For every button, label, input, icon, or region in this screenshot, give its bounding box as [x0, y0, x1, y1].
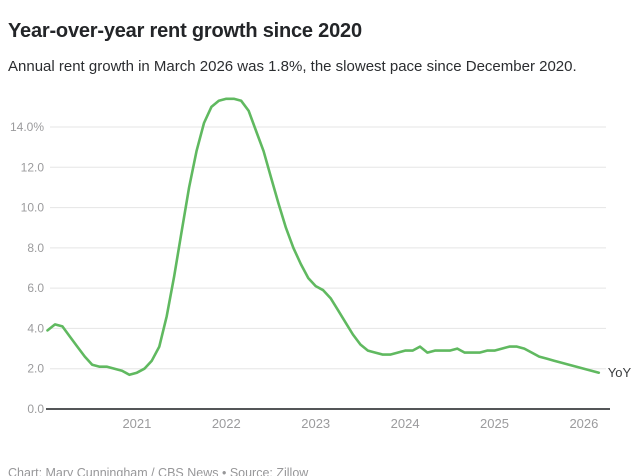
x-tick-label: 2022 — [212, 416, 241, 431]
rent-growth-line-chart: 0.0 2.0 4.0 6.0 8.0 10.0 12.0 14.0% 2021 2022 2023… — [10, 97, 632, 431]
x-tick-label: 2025 — [480, 416, 509, 431]
x-tick-label: 2021 — [122, 416, 151, 431]
x-tick-label: 2026 — [569, 416, 598, 431]
y-tick-label: 4.0 — [27, 321, 44, 335]
y-tick-label: 6.0 — [27, 281, 44, 295]
chart-credit: Chart: Mary Cunningham / CBS News • Sour… — [8, 465, 309, 476]
y-tick-label: 10.0 — [21, 201, 45, 215]
y-tick-label: 12.0 — [21, 160, 45, 174]
series-label-yoy: YoY — [608, 365, 632, 380]
chart-title: Year-over-year rent growth since 2020 — [8, 20, 362, 43]
chart-subtitle: Annual rent growth in March 2026 was 1.8… — [8, 58, 577, 75]
y-tick-label: 14.0% — [10, 120, 44, 134]
y-tick-label: 8.0 — [27, 241, 44, 255]
x-tick-label: 2024 — [391, 416, 420, 431]
yoy-rent-growth-line — [46, 97, 601, 377]
y-tick-label: 0.0 — [27, 402, 44, 416]
x-tick-label: 2023 — [301, 416, 330, 431]
y-tick-label: 2.0 — [27, 362, 44, 376]
